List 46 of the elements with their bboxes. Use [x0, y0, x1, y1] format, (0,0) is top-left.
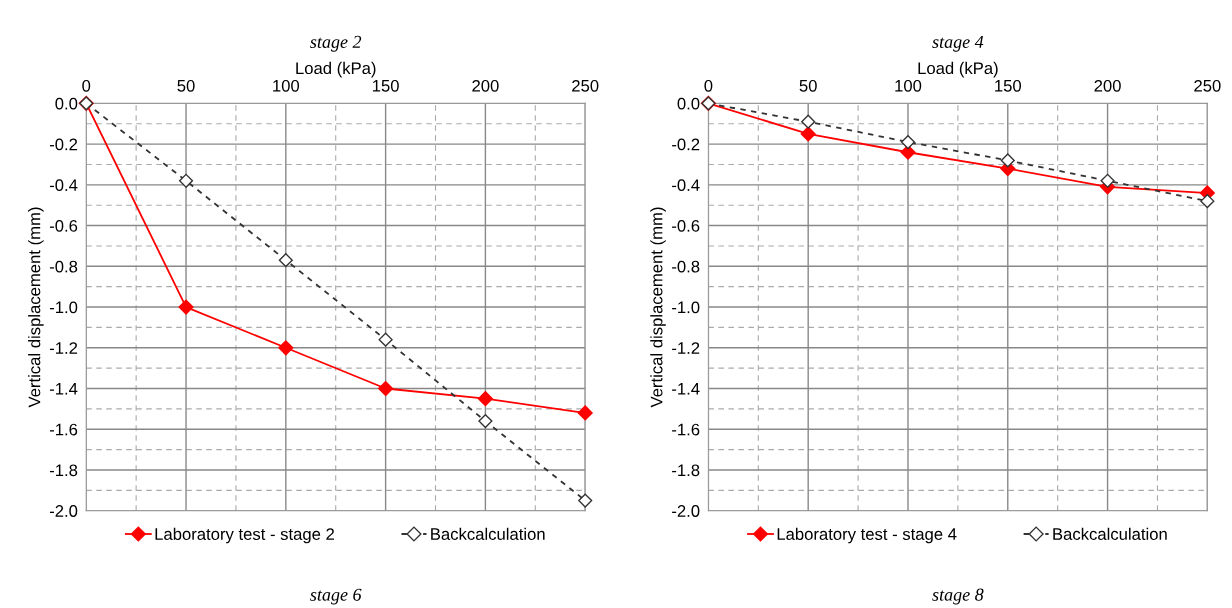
x-tick-label: 250: [1194, 79, 1221, 92]
legend-label: Laboratory test - stage 4: [777, 527, 957, 544]
y-tick-label: 0.0: [55, 97, 78, 110]
x-tick-label: 200: [472, 79, 499, 92]
x-tick-label: 150: [372, 79, 399, 92]
text: stage 8: [932, 588, 984, 605]
x-tick-label: 50: [177, 79, 195, 92]
legend-label: Backcalculation: [1053, 527, 1167, 540]
x-tick-label: 250: [572, 79, 599, 92]
x-tick-label: 100: [895, 79, 922, 92]
legend-label: Backcalculation: [431, 527, 545, 540]
y-tick-label: -1.2: [49, 342, 78, 354]
y-tick-label: -0.4: [672, 179, 700, 192]
y-tick-label: -2.0: [49, 505, 78, 517]
y-tick-label: 0.0: [677, 97, 700, 110]
y-tick-label: -2.0: [672, 505, 700, 517]
y-tick-label: -0.6: [49, 219, 78, 232]
y-tick-label: -0.2: [672, 138, 700, 151]
y-tick-label: -1.2: [672, 342, 700, 354]
y-tick-label: -1.6: [49, 423, 78, 436]
y-tick-label: -0.6: [672, 219, 700, 232]
x-tick-label: 200: [1094, 79, 1121, 92]
y-tick-label: -1.8: [49, 464, 78, 477]
y-tick-label: -0.8: [49, 260, 78, 273]
x-tick-label: 100: [273, 79, 300, 92]
y-axis-title: Vertical displacement (mm): [28, 207, 44, 408]
chart-title: stage 2: [310, 35, 362, 52]
x-tick-label: 150: [995, 79, 1022, 92]
y-tick-label: -1.6: [672, 423, 700, 436]
y-axis-title: Vertical displacement (mm): [650, 207, 666, 408]
x-tick-label: 0: [82, 79, 91, 92]
legend-label: Laboratory test - stage 2: [155, 527, 334, 544]
y-tick-label: -1.4: [672, 383, 700, 395]
y-tick-label: -0.4: [49, 179, 78, 192]
y-tick-label: -1.4: [49, 383, 78, 395]
text: stage 6: [310, 588, 362, 605]
y-tick-label: -0.8: [672, 260, 700, 273]
x-tick-label: 50: [799, 79, 817, 92]
y-tick-label: -0.2: [49, 138, 78, 151]
x-tick-label: 0: [704, 79, 713, 92]
y-tick-label: -1.0: [49, 301, 78, 314]
x-axis-title: Load (kPa): [296, 61, 376, 78]
y-tick-label: -1.8: [672, 464, 700, 477]
x-axis-title: Load (kPa): [918, 61, 998, 78]
y-tick-label: -1.0: [672, 301, 700, 314]
chart-title: stage 4: [932, 35, 984, 52]
